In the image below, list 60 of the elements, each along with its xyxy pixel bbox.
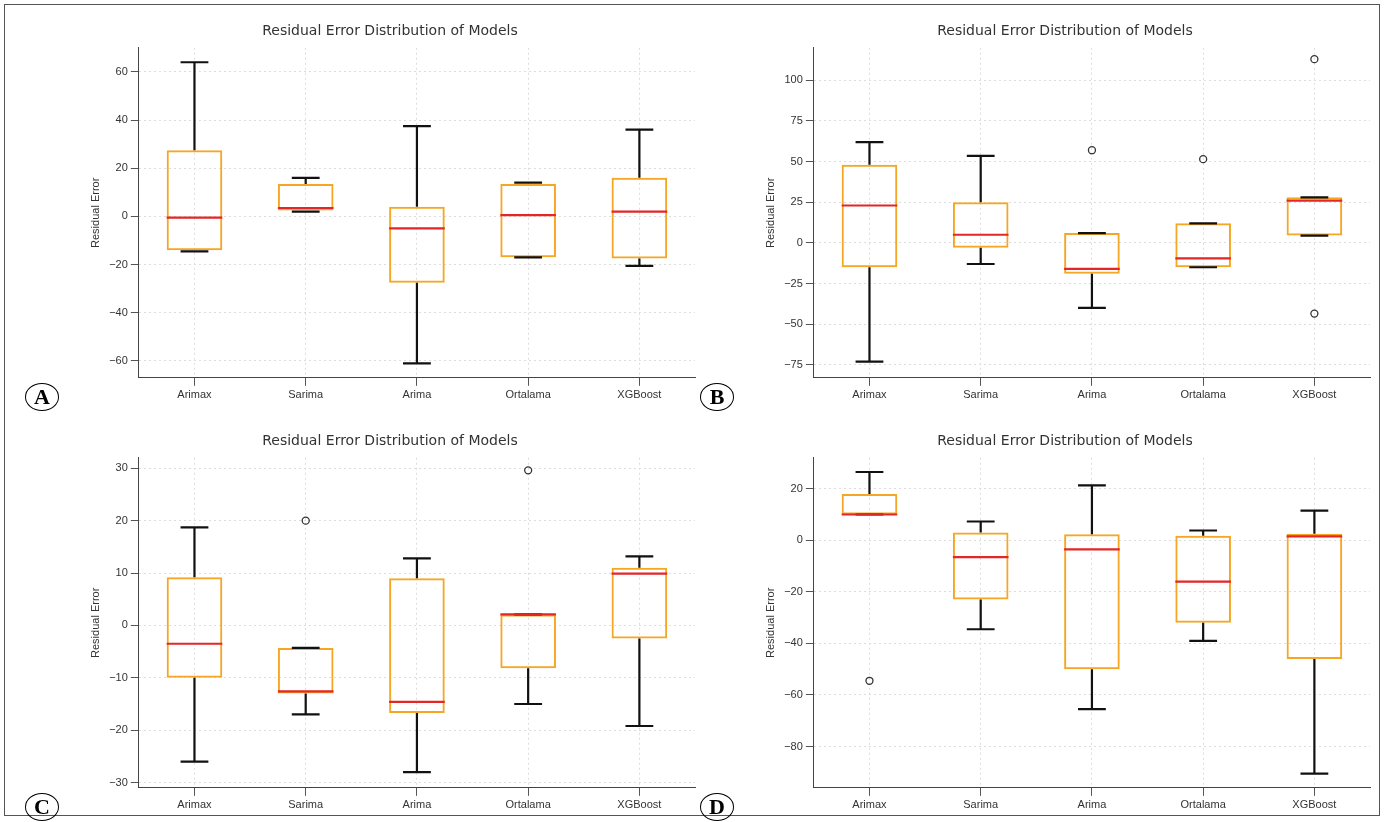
y-tick-label: −20 [109,723,128,736]
y-tick-label: 0 [121,618,128,631]
y-tick-label: 0 [121,209,128,222]
x-tick-label: Sarima [288,798,324,811]
y-axis-title: Residual Error [88,587,101,658]
y-tick-label: 25 [790,195,803,208]
chart-title: Residual Error Distribution of Models [937,432,1193,449]
y-tick-label: −75 [784,357,803,370]
y-tick-label: 20 [115,513,128,526]
text: A [25,383,59,411]
x-tick-label: Arimax [177,798,213,811]
y-tick-label: 60 [115,64,128,77]
x-tick-label: Arima [1077,798,1108,811]
y-tick-label: 10 [115,566,128,579]
x-tick-label: XGBoost [617,798,662,811]
x-tick-label: Ortalama [1180,798,1227,811]
y-tick-label: 20 [115,161,128,174]
x-tick-label: Ortalama [1180,388,1227,401]
y-tick-label: −10 [109,670,128,683]
x-tick-label: Arima [402,798,433,811]
y-tick-label: −60 [784,688,803,701]
y-tick-label: −40 [784,636,803,649]
y-tick-label: −20 [784,584,803,597]
y-tick-label: −60 [109,353,128,366]
y-tick-label: −40 [109,305,128,318]
y-axis-title: Residual Error [88,177,101,248]
x-tick-label: Sarima [963,798,999,811]
x-tick-label: Arimax [852,388,888,401]
text: B [700,383,734,411]
y-axis-title: Residual Error [763,587,776,658]
chart-title: Residual Error Distribution of Models [262,432,518,449]
x-tick-label: Ortalama [505,798,552,811]
chart-title: Residual Error Distribution of Models [937,22,1193,39]
x-tick-label: Arima [402,388,433,401]
y-tick-label: 20 [790,481,803,494]
y-tick-label: 30 [115,461,128,474]
x-tick-label: Ortalama [505,388,552,401]
y-tick-label: −80 [784,739,803,752]
y-tick-label: 0 [796,235,803,248]
x-tick-label: Arimax [852,798,888,811]
text: C [25,793,59,821]
y-tick-label: 75 [790,113,803,126]
x-tick-label: Sarima [963,388,999,401]
y-tick-label: −50 [784,317,803,330]
x-tick-label: XGBoost [1292,798,1337,811]
y-tick-label: 40 [115,113,128,126]
y-axis-title: Residual Error [763,177,776,248]
y-tick-label: 100 [784,73,803,86]
text: D [700,793,734,821]
y-tick-label: 0 [796,533,803,546]
x-tick-label: XGBoost [1292,388,1337,401]
y-tick-label: −20 [109,257,128,270]
x-tick-label: Arimax [177,388,213,401]
chart-title: Residual Error Distribution of Models [262,22,518,39]
y-tick-label: 50 [790,154,803,167]
y-tick-label: −25 [784,276,803,289]
x-tick-label: XGBoost [617,388,662,401]
x-tick-label: Arima [1077,388,1108,401]
y-tick-label: −30 [109,775,128,788]
x-tick-label: Sarima [288,388,324,401]
